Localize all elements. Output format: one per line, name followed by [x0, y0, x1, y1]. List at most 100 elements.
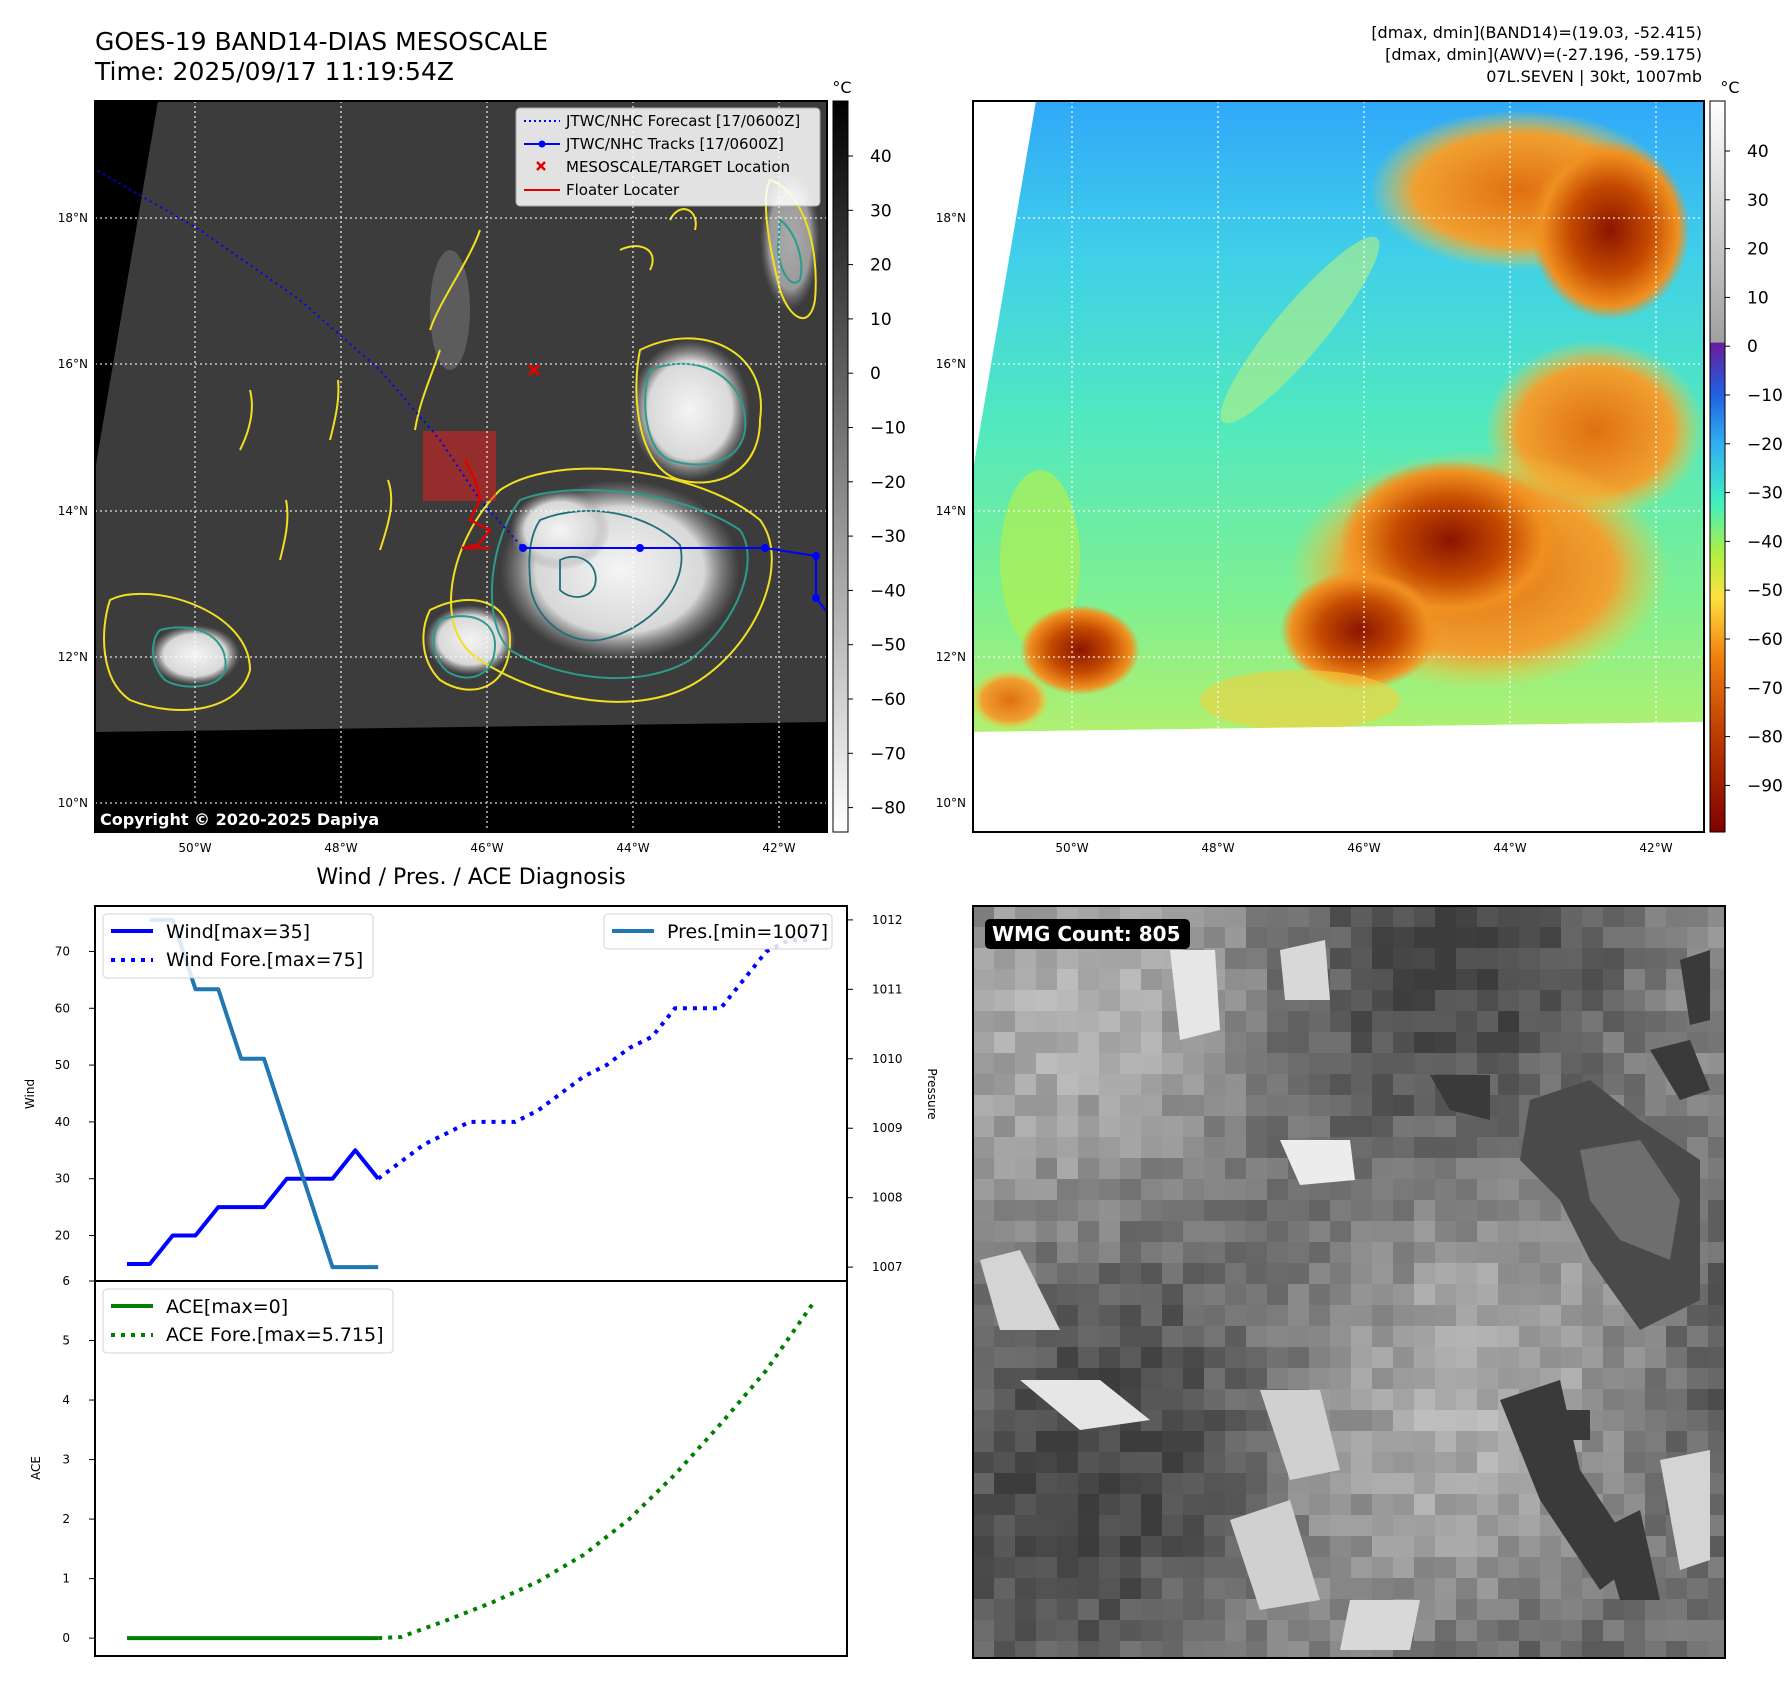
wmg-cell [1456, 1494, 1477, 1515]
wmg-cell [1267, 1011, 1288, 1032]
wmg-cell [1435, 1410, 1456, 1431]
wmg-cell [1141, 1389, 1162, 1410]
wmg-cell [1309, 1305, 1330, 1326]
wmg-cell [1204, 1179, 1225, 1200]
wmg-cell [1246, 1263, 1267, 1284]
wmg-cell [1162, 1074, 1183, 1095]
wmg-cell [1141, 1620, 1162, 1641]
wmg-cell [1225, 1389, 1246, 1410]
wmg-cell [1498, 1263, 1519, 1284]
wmg-cell [1519, 1515, 1540, 1536]
wmg-cell [1519, 1074, 1540, 1095]
wmg-cell [1351, 1431, 1372, 1452]
wmg-cell [1183, 1599, 1204, 1620]
ace-y-tick-label: 4 [62, 1393, 70, 1407]
wmg-cell [1687, 927, 1708, 948]
wmg-cell [1603, 1305, 1624, 1326]
wmg-cell [1120, 1557, 1141, 1578]
wmg-cell [1372, 1389, 1393, 1410]
wmg-cell [1666, 1368, 1687, 1389]
wmg-cell [1204, 1284, 1225, 1305]
ir-image-panel: Copyright © 2020-2025 Dapiya JTWC/NHC Fo… [58, 78, 906, 855]
wmg-cell [1099, 1221, 1120, 1242]
wmg-cell [1204, 1347, 1225, 1368]
wmg-cell [1099, 1326, 1120, 1347]
wmg-cell [973, 1074, 994, 1095]
wmg-cell [1309, 1641, 1330, 1658]
wmg-cell [1708, 1158, 1725, 1179]
wmg-cell [1477, 990, 1498, 1011]
wmg-cell [1477, 1620, 1498, 1641]
wmg-cell [1036, 1494, 1057, 1515]
wmg-cell [1561, 1263, 1582, 1284]
wmg-cell [1351, 906, 1372, 927]
ace-y-ticks: 0 1 2 3 4 5 6 [62, 1274, 95, 1645]
wmg-cell [973, 1158, 994, 1179]
wmg-cell [1057, 1494, 1078, 1515]
wmg-cell [1141, 1032, 1162, 1053]
wmg-cell [1393, 1095, 1414, 1116]
ir-lon-42: 42°W [762, 841, 795, 855]
wmg-cell [1414, 1578, 1435, 1599]
wmg-cell [1141, 1242, 1162, 1263]
wmg-cell [1036, 1116, 1057, 1137]
wmg-cell [1498, 1494, 1519, 1515]
wmg-cell [1645, 1473, 1666, 1494]
wmg-cell [1540, 1578, 1561, 1599]
pressure-y-tick-label: 1012 [872, 913, 903, 927]
wmg-cell [1099, 990, 1120, 1011]
wmg-cell [1246, 1347, 1267, 1368]
wmg-cell [1015, 1389, 1036, 1410]
wmg-cell [1519, 1620, 1540, 1641]
wmg-cell [1141, 1095, 1162, 1116]
wmg-cell [1708, 906, 1725, 927]
wmg-cell [1519, 1536, 1540, 1557]
wmg-cell [1099, 1200, 1120, 1221]
wmg-cell [1099, 1494, 1120, 1515]
wmg-cell [1477, 927, 1498, 948]
wmg-cell [1666, 1620, 1687, 1641]
wmg-cell [994, 1431, 1015, 1452]
wmg-cell [1183, 1536, 1204, 1557]
wmg-cell [1330, 906, 1351, 927]
wmg-cell [1540, 1557, 1561, 1578]
wmg-cell [1309, 1473, 1330, 1494]
wmg-cell [1099, 1179, 1120, 1200]
wmg-cell [1330, 1179, 1351, 1200]
wmg-cell [1204, 1578, 1225, 1599]
wmg-cell [1330, 1053, 1351, 1074]
wind-y-tick-label: 60 [55, 1001, 70, 1015]
wmg-cell [1141, 1515, 1162, 1536]
wmg-cell [1624, 1389, 1645, 1410]
wmg-cell [1435, 927, 1456, 948]
wmg-cell [1288, 1242, 1309, 1263]
wmg-cell [1414, 1011, 1435, 1032]
wmg-cell [1120, 1431, 1141, 1452]
wmg-cell [1015, 1179, 1036, 1200]
wmg-cell [1162, 1263, 1183, 1284]
wmg-cell [1120, 1326, 1141, 1347]
wmg-cell [1330, 1074, 1351, 1095]
wmg-cell [1036, 1242, 1057, 1263]
wmg-cell [1141, 1263, 1162, 1284]
wmg-cell [994, 1179, 1015, 1200]
wmg-cell [1162, 1179, 1183, 1200]
wmg-cell [1120, 1452, 1141, 1473]
wmg-cell [1183, 1095, 1204, 1116]
wmg-cell [1645, 969, 1666, 990]
wmg-cell [1015, 1578, 1036, 1599]
wmg-cell [1099, 1032, 1120, 1053]
wmg-cell [1120, 1158, 1141, 1179]
pressure-axis-label: Pressure [925, 1068, 939, 1119]
legend-tracks-dot [538, 140, 546, 148]
wmg-cell [1225, 927, 1246, 948]
wmg-cell [1204, 1158, 1225, 1179]
wmg-cell [1309, 1179, 1330, 1200]
wmg-cell [1519, 1494, 1540, 1515]
wmg-cell [1288, 1095, 1309, 1116]
wmg-cell [1141, 1074, 1162, 1095]
wmg-cell [1435, 1536, 1456, 1557]
wmg-cell [1162, 1515, 1183, 1536]
wmg-cell [1351, 1305, 1372, 1326]
wmg-cell [1624, 1494, 1645, 1515]
